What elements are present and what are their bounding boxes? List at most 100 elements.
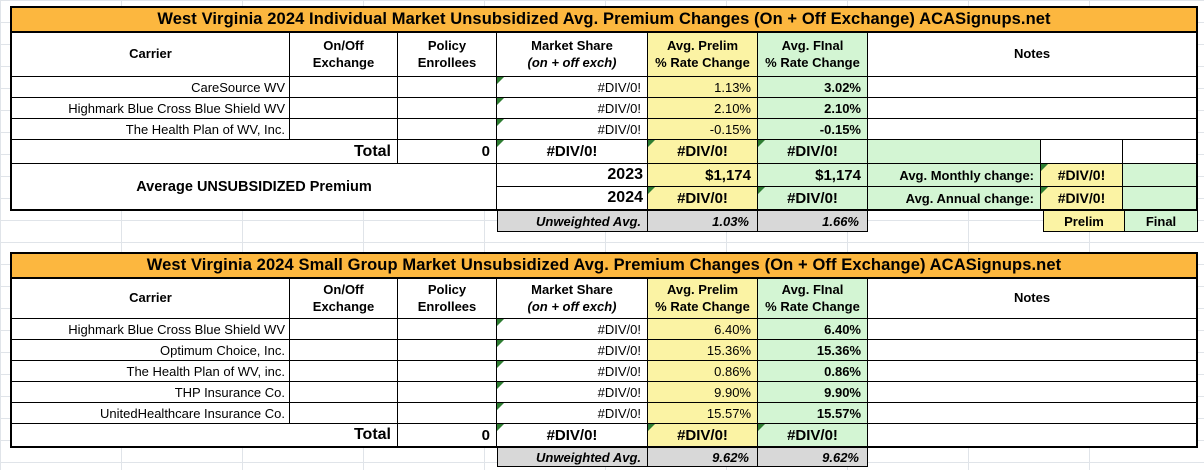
unweighted-avg-label[interactable]: Unweighted Avg. <box>497 448 648 467</box>
notes-cell[interactable] <box>1041 140 1123 163</box>
total-prelim-cell[interactable]: #DIV/0! <box>648 140 758 163</box>
onoff-exchange-cell[interactable] <box>290 319 398 339</box>
avg-annual-change-value[interactable]: #DIV/0! <box>1041 187 1123 209</box>
prelim-rate-cell[interactable]: 15.57% <box>648 403 758 423</box>
final-rate-cell[interactable]: 0.86% <box>758 361 868 381</box>
prelim-rate-cell[interactable]: -0.15% <box>648 119 758 139</box>
final-rate-cell[interactable]: 9.90% <box>758 382 868 402</box>
prelim-rate-cell[interactable]: 2.10% <box>648 98 758 118</box>
total-label-cell[interactable]: Total <box>12 140 398 163</box>
total-enrollees-cell[interactable]: 0 <box>398 424 497 446</box>
total-enrollees-cell[interactable]: 0 <box>398 140 497 163</box>
avg-annual-change-label[interactable]: Avg. Annual change: <box>868 187 1041 209</box>
carrier-cell[interactable]: THP Insurance Co. <box>12 382 290 402</box>
unweighted-final-value[interactable]: 1.66% <box>758 211 868 232</box>
unweighted-avg-label[interactable]: Unweighted Avg. <box>497 211 648 232</box>
total-market-share-cell[interactable]: #DIV/0! <box>497 140 648 163</box>
market-share-cell[interactable]: #DIV/0! <box>497 403 648 423</box>
notes-cell[interactable] <box>1123 187 1196 209</box>
final-rate-cell[interactable]: 6.40% <box>758 319 868 339</box>
onoff-exchange-cell[interactable] <box>290 403 398 423</box>
carrier-cell[interactable]: Optimum Choice, Inc. <box>12 340 290 360</box>
final-rate-cell[interactable]: 3.02% <box>758 77 868 97</box>
average-unsubsidized-premium-label[interactable]: Average UNSUBSIDIZED Premium <box>12 164 497 209</box>
notes-cell[interactable] <box>868 424 1196 446</box>
notes-cell[interactable] <box>868 140 1041 163</box>
policy-enrollees-cell[interactable] <box>398 340 497 360</box>
prelim-rate-cell[interactable]: 0.86% <box>648 361 758 381</box>
onoff-exchange-cell[interactable] <box>290 119 398 139</box>
market-share-cell[interactable]: #DIV/0! <box>497 340 648 360</box>
carrier-cell[interactable]: The Health Plan of WV, inc. <box>12 361 290 381</box>
onoff-exchange-cell[interactable] <box>290 340 398 360</box>
total-final-cell[interactable]: #DIV/0! <box>758 424 868 446</box>
market-share-cell[interactable]: #DIV/0! <box>497 319 648 339</box>
column-header-onoff-exchange[interactable]: On/Off Exchange <box>290 279 398 318</box>
onoff-exchange-cell[interactable] <box>290 382 398 402</box>
column-header-notes[interactable]: Notes <box>868 33 1196 76</box>
premium-2023-final-cell[interactable]: $1,174 <box>758 164 868 186</box>
avg-monthly-change-value[interactable]: #DIV/0! <box>1041 164 1123 186</box>
onoff-exchange-cell[interactable] <box>290 77 398 97</box>
column-header-avg-prelim[interactable]: Avg. Prelim% Rate Change <box>648 279 758 318</box>
notes-cell[interactable] <box>1123 164 1196 186</box>
column-header-notes[interactable]: Notes <box>868 279 1196 318</box>
policy-enrollees-cell[interactable] <box>398 319 497 339</box>
notes-cell[interactable] <box>868 77 1196 97</box>
final-rate-cell[interactable]: -0.15% <box>758 119 868 139</box>
carrier-cell[interactable]: Highmark Blue Cross Blue Shield WV <box>12 98 290 118</box>
total-final-cell[interactable]: #DIV/0! <box>758 140 868 163</box>
table2-title-cell[interactable]: West Virginia 2024 Small Group Market Un… <box>12 254 1196 277</box>
unweighted-final-value[interactable]: 9.62% <box>758 448 868 467</box>
column-header-carrier[interactable]: Carrier <box>12 33 290 76</box>
onoff-exchange-cell[interactable] <box>290 98 398 118</box>
unweighted-prelim-value[interactable]: 9.62% <box>648 448 758 467</box>
column-header-market-share[interactable]: Market Share (on + off exch) <box>497 279 648 318</box>
unweighted-prelim-value[interactable]: 1.03% <box>648 211 758 232</box>
column-header-policy-enrollees[interactable]: Policy Enrollees <box>398 279 497 318</box>
year-2024-cell[interactable]: 2024 <box>497 187 648 209</box>
prelim-rate-cell[interactable]: 15.36% <box>648 340 758 360</box>
notes-cell[interactable] <box>868 382 1196 402</box>
policy-enrollees-cell[interactable] <box>398 77 497 97</box>
notes-cell[interactable] <box>868 319 1196 339</box>
notes-cell[interactable] <box>868 361 1196 381</box>
policy-enrollees-cell[interactable] <box>398 119 497 139</box>
column-header-onoff-exchange[interactable]: On/Off Exchange <box>290 33 398 76</box>
premium-2023-prelim-cell[interactable]: $1,174 <box>648 164 758 186</box>
prelim-rate-cell[interactable]: 9.90% <box>648 382 758 402</box>
notes-cell[interactable] <box>868 340 1196 360</box>
final-tag-cell[interactable]: Final <box>1125 211 1198 232</box>
prelim-rate-cell[interactable]: 1.13% <box>648 77 758 97</box>
column-header-avg-prelim[interactable]: Avg. Prelim% Rate Change <box>648 33 758 76</box>
carrier-cell[interactable]: The Health Plan of WV, Inc. <box>12 119 290 139</box>
year-2023-cell[interactable]: 2023 <box>497 164 648 186</box>
notes-cell[interactable] <box>868 98 1196 118</box>
onoff-exchange-cell[interactable] <box>290 361 398 381</box>
carrier-cell[interactable]: UnitedHealthcare Insurance Co. <box>12 403 290 423</box>
premium-2024-final-cell[interactable]: #DIV/0! <box>758 187 868 209</box>
premium-2024-prelim-cell[interactable]: #DIV/0! <box>648 187 758 209</box>
policy-enrollees-cell[interactable] <box>398 361 497 381</box>
policy-enrollees-cell[interactable] <box>398 403 497 423</box>
notes-cell[interactable] <box>868 403 1196 423</box>
table1-title-cell[interactable]: West Virginia 2024 Individual Market Uns… <box>12 8 1196 31</box>
carrier-cell[interactable]: Highmark Blue Cross Blue Shield WV <box>12 319 290 339</box>
column-header-avg-final[interactable]: Avg. FInal% Rate Change <box>758 279 868 318</box>
final-rate-cell[interactable]: 15.36% <box>758 340 868 360</box>
final-rate-cell[interactable]: 2.10% <box>758 98 868 118</box>
prelim-rate-cell[interactable]: 6.40% <box>648 319 758 339</box>
market-share-cell[interactable]: #DIV/0! <box>497 98 648 118</box>
final-rate-cell[interactable]: 15.57% <box>758 403 868 423</box>
total-prelim-cell[interactable]: #DIV/0! <box>648 424 758 446</box>
policy-enrollees-cell[interactable] <box>398 382 497 402</box>
column-header-market-share[interactable]: Market Share (on + off exch) <box>497 33 648 76</box>
market-share-cell[interactable]: #DIV/0! <box>497 382 648 402</box>
column-header-avg-final[interactable]: Avg. FInal% Rate Change <box>758 33 868 76</box>
total-market-share-cell[interactable]: #DIV/0! <box>497 424 648 446</box>
column-header-carrier[interactable]: Carrier <box>12 279 290 318</box>
notes-cell[interactable] <box>1123 140 1196 163</box>
market-share-cell[interactable]: #DIV/0! <box>497 77 648 97</box>
prelim-tag-cell[interactable]: Prelim <box>1043 211 1125 232</box>
notes-cell[interactable] <box>868 119 1196 139</box>
